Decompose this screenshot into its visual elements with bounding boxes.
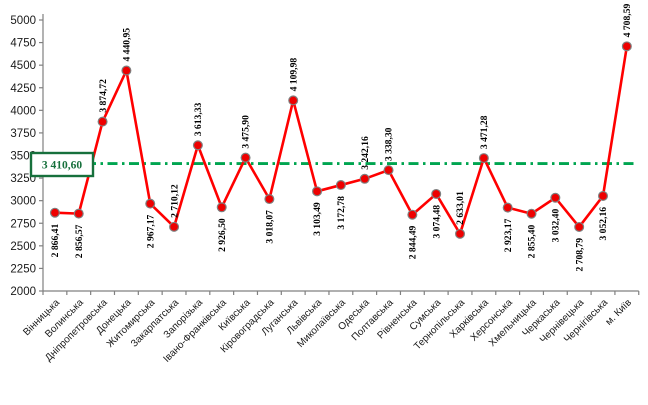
data-point-marker: [383, 165, 394, 176]
data-point-label: 2 967,17: [145, 214, 156, 248]
data-point-marker: [169, 221, 180, 232]
data-point-label: 3 052,16: [598, 207, 609, 241]
y-tick-label: 3750: [10, 128, 36, 140]
y-tick-label: 2000: [10, 286, 36, 298]
y-tick-label: 2750: [10, 218, 36, 230]
data-point-label: 4 109,98: [288, 58, 299, 92]
data-point-label: 2 710,12: [169, 184, 180, 218]
data-point-label: 2 633,01: [455, 191, 466, 225]
y-tick-label: 4500: [10, 60, 36, 72]
y-tick-label: 3000: [10, 196, 36, 208]
y-tick-label: 3250: [10, 173, 36, 185]
data-point-marker: [288, 95, 299, 106]
data-point-label: 3 613,33: [193, 102, 204, 136]
data-point-label: 3 338,30: [384, 127, 395, 161]
data-point-marker: [312, 186, 323, 197]
average-label-box: [29, 151, 95, 178]
data-point-label: 3 018,07: [265, 210, 276, 244]
data-point-label: 3 103,49: [312, 202, 323, 236]
y-tick-label: 2250: [10, 263, 36, 275]
data-point-label: 3 172,78: [336, 196, 347, 230]
data-point-label: 2 855,40: [527, 225, 538, 259]
y-tick-label: 3500: [10, 151, 36, 163]
data-point-marker: [73, 208, 84, 219]
data-point-marker: [502, 202, 513, 213]
average-label-text: 3 410,60: [42, 160, 83, 172]
data-point-label: 2 708,79: [574, 238, 585, 272]
data-point-marker: [455, 228, 466, 239]
data-point-marker: [97, 116, 108, 127]
data-point-label: 3 074,48: [431, 205, 442, 239]
data-point-marker: [478, 153, 489, 164]
data-point-marker: [431, 188, 442, 199]
data-point-marker: [574, 221, 585, 232]
data-point-marker: [121, 65, 132, 76]
data-point-marker: [264, 194, 275, 205]
data-point-marker: [335, 180, 346, 191]
data-point-label: 4 708,59: [622, 4, 633, 38]
data-point-label: 3 471,28: [479, 115, 490, 149]
data-point-label: 2 844,49: [408, 226, 419, 260]
data-point-label: 2 923,17: [503, 218, 514, 252]
data-point-marker: [145, 198, 156, 209]
data-point-label: 2 926,50: [217, 218, 228, 252]
y-tick-label: 2500: [10, 241, 36, 253]
data-point-label: 2 866,41: [50, 224, 61, 258]
data-point-label: 4 440,95: [122, 28, 133, 62]
data-point-marker: [598, 190, 609, 201]
y-tick-label: 5000: [10, 15, 36, 27]
data-point-marker: [216, 202, 227, 213]
y-tick-label: 4250: [10, 83, 36, 95]
y-tick-label: 4750: [10, 38, 36, 50]
data-point-marker: [526, 208, 537, 219]
data-point-label: 3 475,90: [241, 115, 252, 149]
data-point-label: 3 242,16: [360, 136, 371, 170]
data-point-marker: [621, 41, 632, 52]
data-point-marker: [550, 192, 561, 203]
x-category-label: м. Київ: [604, 297, 634, 327]
y-tick-label: 4000: [10, 105, 36, 117]
data-point-marker: [359, 173, 370, 184]
data-point-marker: [407, 209, 418, 220]
data-point-label: 3 032,40: [551, 209, 562, 243]
data-point-label: 2 856,57: [74, 224, 85, 258]
data-point-label: 3 874,72: [98, 79, 109, 113]
data-point-marker: [192, 140, 203, 151]
data-point-marker: [49, 207, 60, 218]
data-point-marker: [240, 152, 251, 163]
